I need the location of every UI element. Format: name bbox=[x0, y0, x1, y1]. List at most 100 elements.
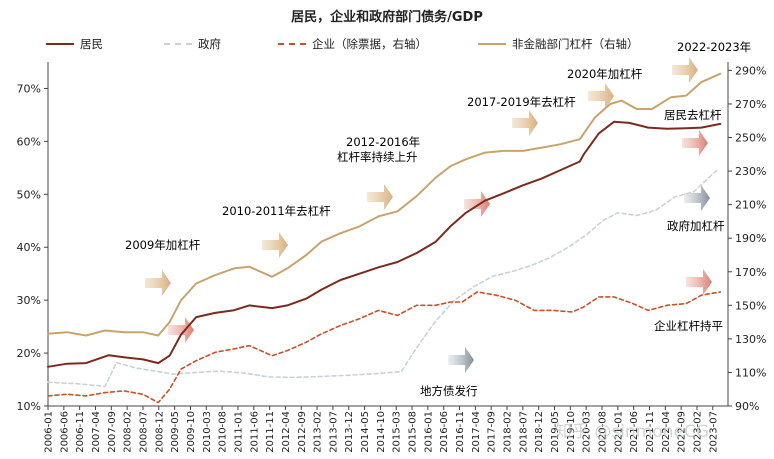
trend-arrow bbox=[682, 130, 708, 156]
x-axis-tick-label: 2023-02 bbox=[692, 411, 703, 453]
legend-label-government: 政府 bbox=[198, 37, 221, 51]
series-line-government bbox=[47, 169, 718, 388]
x-axis-tick-label: 2021-01 bbox=[613, 411, 624, 453]
x-axis-tick-label: 2020-03 bbox=[582, 411, 593, 453]
annotation-2020: 2020年加杠杆 bbox=[567, 67, 643, 81]
right-axis-tick-label: 90% bbox=[735, 400, 759, 413]
trend-arrow bbox=[145, 270, 171, 296]
legend-label-household: 居民 bbox=[80, 37, 103, 51]
x-axis-tick-label: 2015-08 bbox=[408, 411, 419, 453]
annotation-2017-2019: 2017-2019年去杠杆 bbox=[467, 95, 576, 109]
legend-swatch-corporate bbox=[278, 43, 306, 45]
x-axis-tick-label: 2018-12 bbox=[534, 411, 545, 453]
chart-title: 居民，企业和政府部门债务/GDP bbox=[291, 10, 483, 25]
x-axis-tick-label: 2011-06 bbox=[249, 411, 260, 453]
x-axis-tick-label: 2018-07 bbox=[518, 411, 529, 453]
x-axis-tick-label: 2006-11 bbox=[75, 411, 86, 453]
x-axis-tick-label: 2012-04 bbox=[281, 411, 292, 453]
x-axis-tick-label: 2014-10 bbox=[376, 411, 387, 453]
legend-item-household: 居民 bbox=[46, 34, 103, 54]
x-axis-tick-label: 2008-02 bbox=[123, 411, 134, 453]
left-axis-tick-label: 10% bbox=[17, 400, 41, 413]
annotation-2010-2011: 2010-2011年去杠杆 bbox=[222, 204, 331, 218]
legend-swatch-household bbox=[46, 43, 74, 45]
x-axis-tick-label: 2020-08 bbox=[598, 411, 609, 453]
right-axis-tick-label: 270% bbox=[735, 98, 766, 111]
x-axis-tick-label: 2013-07 bbox=[328, 411, 339, 453]
watermark: 知乎 @sinmoneCG bbox=[555, 422, 709, 442]
right-axis-tick-label: 190% bbox=[735, 232, 766, 245]
annotation-2022-2023: 2022-2023年 bbox=[677, 40, 751, 54]
x-axis-tick-label: 2021-06 bbox=[629, 411, 640, 453]
annotation-government-leverage: 政府加杠杆 bbox=[667, 219, 725, 233]
legend-label-nonfinancial: 非金融部门杠杆（右轴） bbox=[512, 37, 639, 51]
right-axis-tick-label: 250% bbox=[735, 132, 766, 145]
x-axis-tick-label: 2009-05 bbox=[170, 411, 181, 453]
x-axis-tick-label: 2012-09 bbox=[297, 411, 308, 453]
x-axis-tick-label: 2009-10 bbox=[186, 411, 197, 453]
legend-swatch-government bbox=[164, 43, 192, 45]
x-axis-tick-label: 2006-01 bbox=[44, 411, 55, 453]
x-axis-tick-label: 2023-07 bbox=[708, 411, 719, 453]
legend-item-government: 政府 bbox=[164, 34, 221, 54]
x-axis-tick-label: 2006-06 bbox=[59, 411, 70, 453]
left-axis-tick-label: 60% bbox=[17, 135, 41, 148]
trend-arrow bbox=[512, 110, 538, 136]
right-axis-tick-label: 210% bbox=[735, 199, 766, 212]
series-line-nonfinancial bbox=[47, 72, 722, 337]
x-axis-tick-label: 2011-01 bbox=[233, 411, 244, 453]
trend-arrow bbox=[686, 269, 712, 295]
annotation-household-deleverage: 居民去杠杆 bbox=[664, 108, 722, 122]
legend: 居民 政府 企业（除票据，右轴） 非金融部门杠杆（右轴） bbox=[46, 34, 766, 54]
legend-item-nonfinancial: 非金融部门杠杆（右轴） bbox=[478, 34, 639, 54]
annotation-2012-2016-line2: 杠杆率持续上升 bbox=[337, 150, 418, 164]
legend-label-corporate: 企业（除票据，右轴） bbox=[312, 37, 427, 51]
left-axis-tick-label: 50% bbox=[17, 188, 41, 201]
legend-item-corporate: 企业（除票据，右轴） bbox=[278, 34, 427, 54]
x-axis-tick-label: 2010-03 bbox=[202, 411, 213, 453]
right-axis-tick-label: 110% bbox=[735, 366, 766, 379]
trend-arrow bbox=[672, 57, 698, 83]
x-axis-tick-label: 2019-05 bbox=[550, 411, 561, 453]
trend-arrow bbox=[367, 184, 393, 210]
right-axis-tick-label: 150% bbox=[735, 299, 766, 312]
x-axis-tick-label: 2014-05 bbox=[360, 411, 371, 453]
left-axis-tick-label: 20% bbox=[17, 347, 41, 360]
x-axis-tick-label: 2013-12 bbox=[344, 411, 355, 453]
right-axis-tick-label: 170% bbox=[735, 266, 766, 279]
x-axis-tick-label: 2017-04 bbox=[471, 411, 482, 453]
x-axis-tick-label: 2007-04 bbox=[91, 411, 102, 453]
right-axis-tick-label: 130% bbox=[735, 333, 766, 346]
x-axis-tick-label: 2022-09 bbox=[677, 411, 688, 453]
trend-arrow bbox=[262, 232, 288, 258]
series-line-household bbox=[47, 120, 722, 368]
left-axis-tick-label: 40% bbox=[17, 241, 41, 254]
x-axis-tick-label: 2008-07 bbox=[138, 411, 149, 453]
trend-arrow bbox=[448, 347, 474, 373]
x-axis-tick-label: 2013-02 bbox=[313, 411, 324, 453]
right-axis-tick-label: 290% bbox=[735, 64, 766, 77]
right-axis-tick-label: 230% bbox=[735, 165, 766, 178]
left-axis-tick-label: 30% bbox=[17, 294, 41, 307]
x-axis-tick-label: 2021-11 bbox=[645, 411, 656, 453]
x-axis-tick-label: 2011-11 bbox=[265, 411, 276, 453]
x-axis-tick-label: 2017-09 bbox=[487, 411, 498, 453]
legend-swatch-nonfinancial bbox=[478, 43, 506, 45]
trend-arrow bbox=[168, 317, 194, 343]
annotation-corporate-flat: 企业杠杆持平 bbox=[654, 319, 723, 333]
x-axis-tick-label: 2008-12 bbox=[154, 411, 165, 453]
x-axis-tick-label: 2018-02 bbox=[503, 411, 514, 453]
annotation-2012-2016-line1: 2012-2016年 bbox=[346, 135, 420, 149]
series-line-corporate bbox=[47, 291, 722, 404]
annotation-2009: 2009年加杠杆 bbox=[125, 238, 201, 252]
x-axis-tick-label: 2007-09 bbox=[107, 411, 118, 453]
x-axis-tick-label: 2015-03 bbox=[392, 411, 403, 453]
trend-arrow bbox=[464, 191, 490, 217]
left-axis-tick-label: 70% bbox=[17, 82, 41, 95]
x-axis-tick-label: 2016-06 bbox=[439, 411, 450, 453]
trend-arrow bbox=[684, 185, 710, 211]
x-axis-tick-label: 2010-08 bbox=[218, 411, 229, 453]
trend-arrow bbox=[588, 83, 614, 109]
x-axis-tick-label: 2019-10 bbox=[566, 411, 577, 453]
